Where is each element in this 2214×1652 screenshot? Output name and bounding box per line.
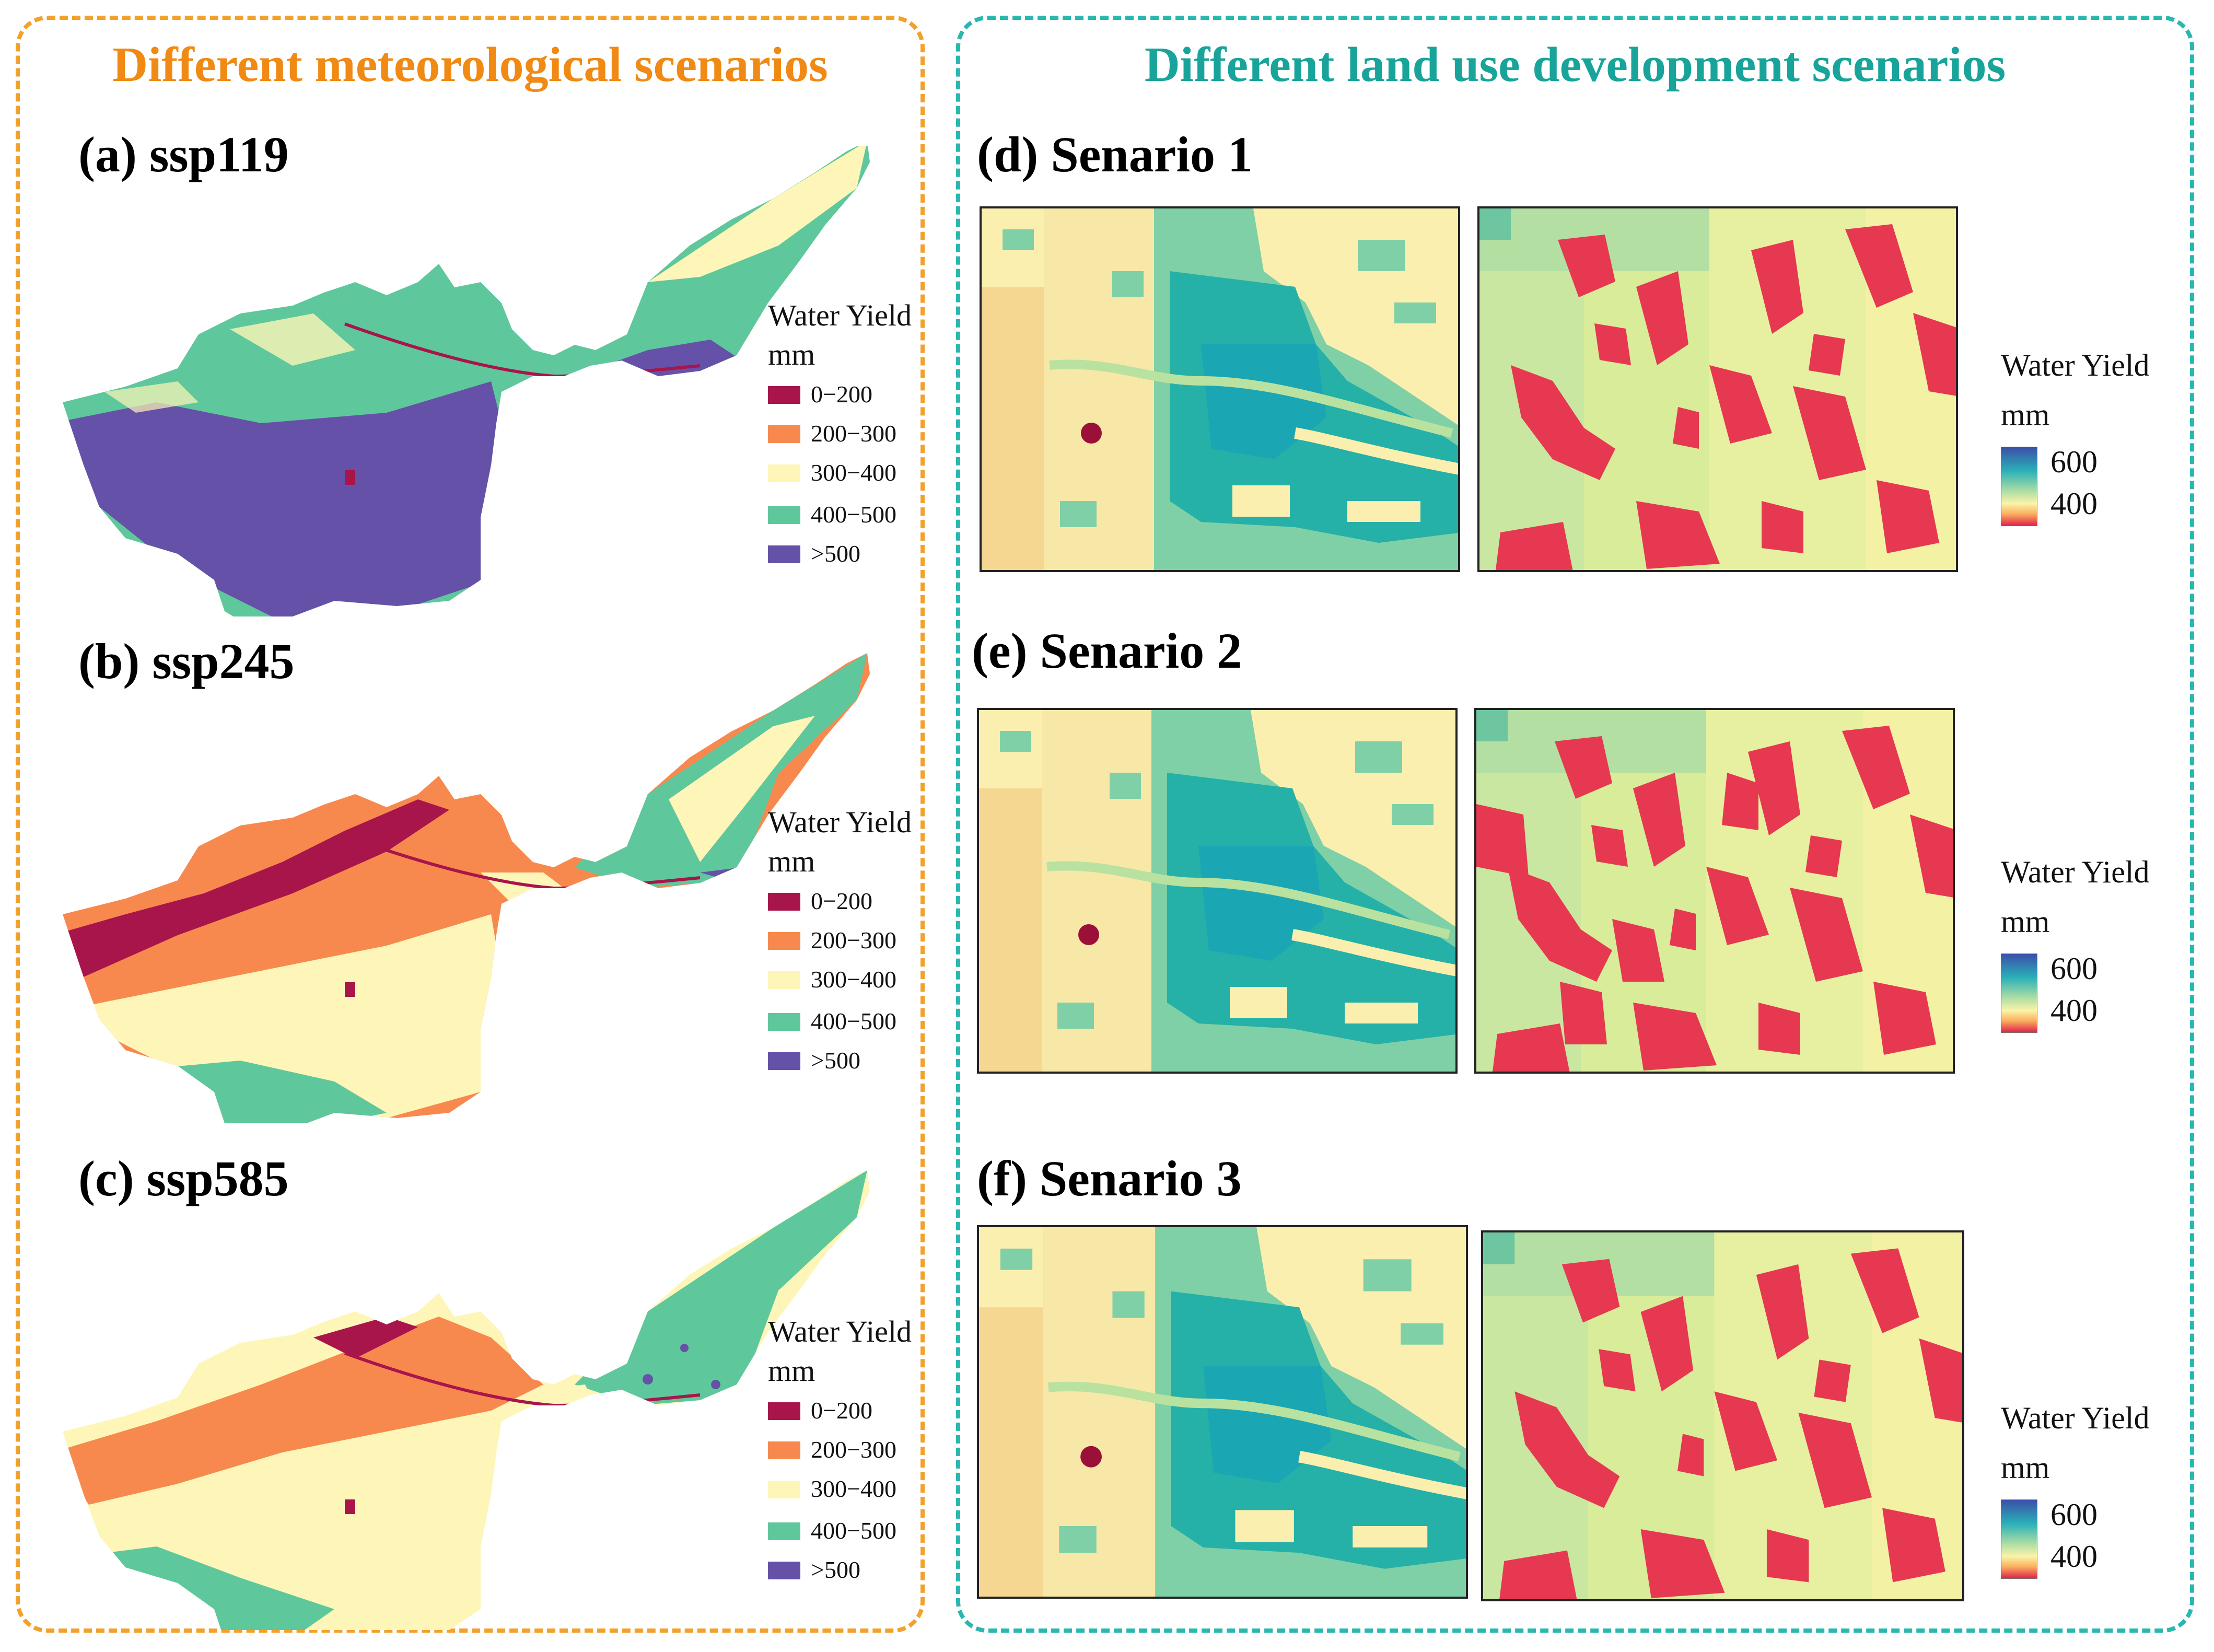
gradient-colorbar — [2001, 1499, 2037, 1579]
gradient-legend-unit: mm — [2001, 904, 2050, 939]
map-ssp245 — [63, 653, 870, 1123]
raster-senario-2-left — [977, 708, 1458, 1074]
gradient-colorbar — [2001, 953, 2037, 1033]
legend-unit: mm — [768, 338, 815, 371]
raster-senario-1-left — [980, 206, 1460, 572]
meteorological-scenarios-title: Different meteorological scenarios — [112, 38, 828, 92]
land-use-scenarios-title: Different land use development scenarios — [1144, 38, 2006, 92]
gradient-colorbar — [2001, 447, 2037, 526]
legend-unit: mm — [768, 844, 815, 878]
map-ssp585 — [63, 1170, 870, 1630]
gradient-legend-title: Water Yield — [2001, 348, 2150, 382]
legend-unit: mm — [768, 1354, 815, 1388]
panel-label-senario-2: (e) Senario 2 — [972, 623, 1242, 679]
legend-ssp585: Water Yield mm 0−200 200−300 300−400 400… — [768, 1314, 912, 1583]
panel-label-senario-3: (f) Senario 3 — [977, 1150, 1242, 1206]
map-ssp119 — [63, 146, 870, 616]
legend-ssp245: Water Yield mm 0−200 200−300 300−400 400… — [768, 805, 912, 1074]
legend-title: Water Yield — [768, 298, 912, 332]
panel-label-ssp585: (c) ssp585 — [78, 1150, 289, 1206]
gradient-legend-senario-3: Water Yield mm 600 400 — [2001, 1400, 2189, 1583]
raster-senario-3-left — [977, 1225, 1468, 1599]
gradient-min-label: 400 — [2050, 486, 2098, 521]
legend-title: Water Yield — [768, 1314, 912, 1348]
gradient-legend-title: Water Yield — [2001, 1401, 2150, 1435]
panel-label-senario-1: (d) Senario 1 — [977, 126, 1253, 182]
legend-title: Water Yield — [768, 805, 912, 839]
legend-ssp119: Water Yield mm 0−200 200−300 300−400 400… — [768, 298, 912, 567]
gradient-legend-unit: mm — [2001, 398, 2050, 432]
gradient-legend-unit: mm — [2001, 1450, 2050, 1485]
gradient-legend-senario-1: Water Yield mm 600 400 — [2001, 347, 2189, 530]
gradient-max-label: 600 — [2050, 445, 2098, 479]
gradient-min-label: 400 — [2050, 993, 2098, 1028]
meteorological-scenarios-frame — [16, 16, 925, 1633]
gradient-legend-senario-2: Water Yield mm 600 400 — [2001, 854, 2189, 1037]
land-use-scenarios-frame — [956, 16, 2194, 1633]
raster-senario-3-right — [1481, 1230, 1964, 1601]
gradient-max-label: 600 — [2050, 951, 2098, 986]
raster-senario-2-right — [1474, 708, 1955, 1074]
raster-senario-1-right — [1477, 206, 1958, 572]
gradient-min-label: 400 — [2050, 1539, 2098, 1574]
gradient-legend-title: Water Yield — [2001, 855, 2150, 889]
panel-label-ssp245: (b) ssp245 — [78, 633, 295, 689]
panel-label-ssp119: (a) ssp119 — [78, 126, 289, 182]
gradient-max-label: 600 — [2050, 1497, 2098, 1532]
